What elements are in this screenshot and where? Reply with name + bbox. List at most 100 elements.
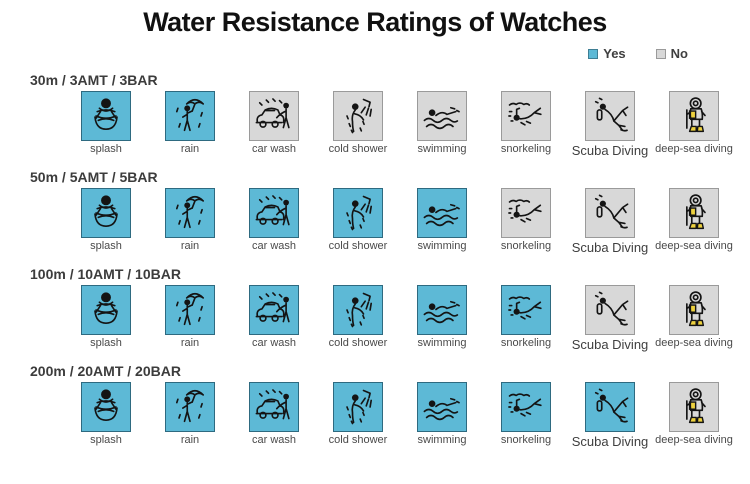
splash-icon (81, 382, 131, 432)
cell-snorkel: snorkeling (484, 285, 568, 352)
snorkeling-icon (501, 382, 551, 432)
cell-snorkel: snorkeling (484, 91, 568, 158)
rating-section: 30m / 3AMT / 3BAR splash rain car wash c… (30, 72, 750, 158)
cell-swim: swimming (400, 91, 484, 158)
cell-splash: splash (64, 188, 148, 255)
legend: Yes No (0, 46, 688, 61)
activity-caption: splash (90, 143, 122, 155)
activity-caption: car wash (251, 434, 297, 446)
activity-caption: car wash (251, 240, 297, 252)
tile-row: splash rain car wash cold shower swimmin… (30, 188, 750, 255)
rating-label: 30m / 3AMT / 3BAR (30, 72, 158, 88)
car-wash-icon (249, 188, 299, 238)
snorkeling-icon (501, 91, 551, 141)
cell-swim: swimming (400, 285, 484, 352)
rating-label: 200m / 20AMT / 20BAR (30, 363, 181, 379)
activity-caption: rain (180, 337, 200, 349)
cell-swim: swimming (400, 382, 484, 449)
car-wash-icon (249, 382, 299, 432)
snorkeling-icon (501, 188, 551, 238)
activity-caption: deep-sea diving (655, 143, 733, 155)
page-title: Water Resistance Ratings of Watches (143, 7, 607, 37)
activity-caption: swimming (417, 240, 467, 252)
rating-section: 100m / 10AMT / 10BAR splash rain car was… (30, 266, 750, 352)
rating-label: 50m / 5AMT / 5BAR (30, 169, 158, 185)
cell-carwash: car wash (232, 91, 316, 158)
activity-caption: swimming (417, 143, 467, 155)
cell-shower: cold shower (316, 91, 400, 158)
activity-caption: car wash (251, 337, 297, 349)
activity-caption: car wash (251, 143, 297, 155)
activity-caption: snorkeling (500, 240, 552, 252)
deep-sea-diving-icon (669, 382, 719, 432)
cell-carwash: car wash (232, 382, 316, 449)
cell-deepsea: deep-sea diving (652, 188, 736, 255)
cell-deepsea: deep-sea diving (652, 382, 736, 449)
cell-rain: rain (148, 285, 232, 352)
deep-sea-diving-icon (669, 285, 719, 335)
activity-caption: cold shower (328, 337, 388, 349)
cell-splash: splash (64, 285, 148, 352)
rain-icon (165, 188, 215, 238)
legend-item-yes: Yes (588, 46, 626, 61)
rain-icon (165, 285, 215, 335)
activity-caption: snorkeling (500, 434, 552, 446)
activity-caption: rain (180, 434, 200, 446)
splash-icon (81, 188, 131, 238)
deep-sea-diving-icon (669, 188, 719, 238)
activity-caption: Scuba Diving (571, 143, 649, 158)
activity-caption: rain (180, 143, 200, 155)
cell-rain: rain (148, 91, 232, 158)
tile-row: splash rain car wash cold shower swimmin… (30, 382, 750, 449)
activity-caption: cold shower (328, 240, 388, 252)
legend-item-no: No (655, 46, 688, 61)
cell-shower: cold shower (316, 188, 400, 255)
splash-icon (81, 285, 131, 335)
deep-sea-diving-icon (669, 91, 719, 141)
cell-splash: splash (64, 91, 148, 158)
legend-yes-swatch-icon (588, 48, 599, 59)
ratings-grid: 30m / 3AMT / 3BAR splash rain car wash c… (0, 72, 750, 449)
legend-no-label: No (670, 46, 688, 61)
cold-shower-icon (333, 91, 383, 141)
swimming-icon (417, 285, 467, 335)
cell-shower: cold shower (316, 382, 400, 449)
activity-caption: splash (90, 240, 122, 252)
cell-carwash: car wash (232, 188, 316, 255)
scuba-diving-icon (585, 188, 635, 238)
cell-scuba: Scuba Diving (568, 188, 652, 255)
splash-icon (81, 91, 131, 141)
tile-row: splash rain car wash cold shower swimmin… (30, 91, 750, 158)
activity-caption: Scuba Diving (571, 337, 649, 352)
activity-caption: deep-sea diving (655, 337, 733, 349)
rating-label: 100m / 10AMT / 10BAR (30, 266, 181, 282)
car-wash-icon (249, 285, 299, 335)
legend-yes-label: Yes (603, 46, 626, 61)
swimming-icon (417, 91, 467, 141)
cold-shower-icon (333, 188, 383, 238)
activity-caption: Scuba Diving (571, 240, 649, 255)
rating-section: 200m / 20AMT / 20BAR splash rain car was… (30, 363, 750, 449)
activity-caption: cold shower (328, 143, 388, 155)
cell-snorkel: snorkeling (484, 188, 568, 255)
snorkeling-icon (501, 285, 551, 335)
cell-rain: rain (148, 382, 232, 449)
cell-swim: swimming (400, 188, 484, 255)
activity-caption: splash (90, 337, 122, 349)
activity-caption: snorkeling (500, 143, 552, 155)
cold-shower-icon (333, 382, 383, 432)
activity-caption: rain (180, 240, 200, 252)
legend-no-swatch-icon (655, 48, 666, 59)
scuba-diving-icon (585, 285, 635, 335)
cell-carwash: car wash (232, 285, 316, 352)
cell-shower: cold shower (316, 285, 400, 352)
rain-icon (165, 91, 215, 141)
scuba-diving-icon (585, 91, 635, 141)
cell-deepsea: deep-sea diving (652, 285, 736, 352)
activity-caption: cold shower (328, 434, 388, 446)
rating-section: 50m / 5AMT / 5BAR splash rain car wash c… (30, 169, 750, 255)
activity-caption: deep-sea diving (655, 434, 733, 446)
cell-scuba: Scuba Diving (568, 91, 652, 158)
activity-caption: swimming (417, 337, 467, 349)
